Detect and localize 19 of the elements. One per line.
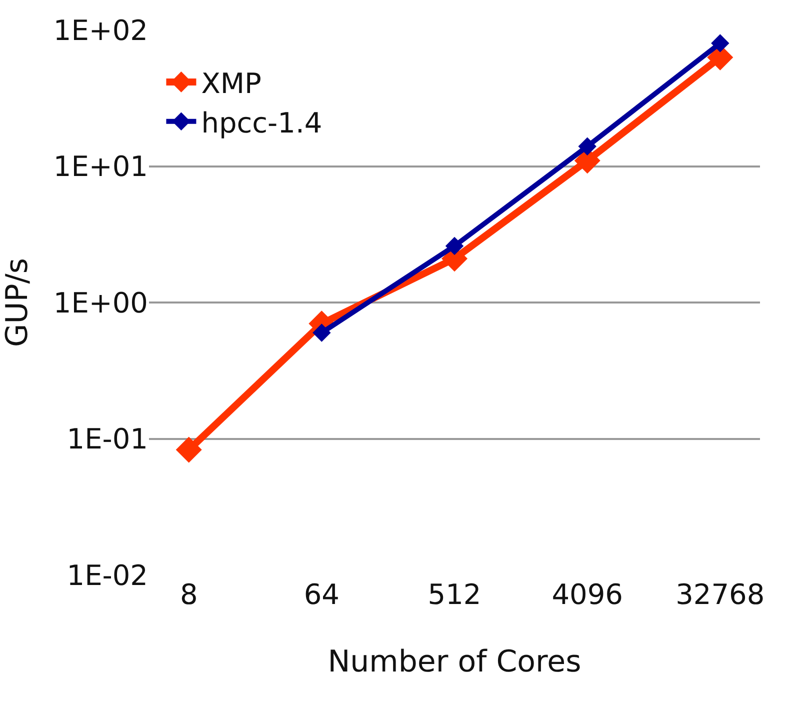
- y-tick-label: 1E-02: [66, 558, 148, 592]
- legend-label: hpcc-1.4: [201, 106, 322, 140]
- x-axis-title: Number of Cores: [328, 644, 582, 680]
- y-tick-label: 1E+02: [53, 14, 148, 47]
- x-tick-label: 8: [180, 578, 198, 611]
- y-axis-title: GUP/s: [0, 258, 35, 348]
- point: [176, 436, 202, 463]
- legend-label: XMP: [201, 66, 262, 100]
- point: [711, 34, 730, 52]
- point: [445, 236, 464, 256]
- x-tick-label: 4096: [552, 578, 623, 611]
- y-tick-label: 1E+01: [53, 150, 148, 184]
- x-tick-label: 32768: [676, 578, 765, 611]
- x-tick-label: 512: [428, 578, 482, 611]
- point: [312, 324, 331, 342]
- y-tick-label: 1E+00: [53, 286, 148, 320]
- y-tick-label: 1E-01: [66, 422, 148, 456]
- x-tick-label: 64: [304, 578, 340, 611]
- point: [578, 137, 596, 156]
